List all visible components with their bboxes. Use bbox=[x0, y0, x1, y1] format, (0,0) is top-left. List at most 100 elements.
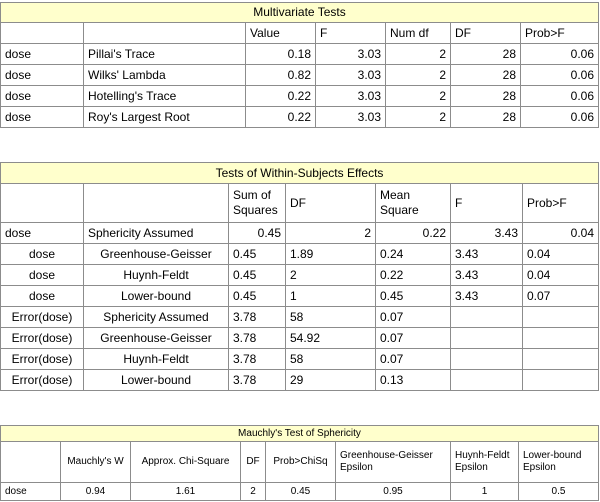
table-cell: 58 bbox=[285, 306, 376, 328]
column-header: DF bbox=[450, 22, 521, 44]
table-cell: 28 bbox=[450, 64, 521, 86]
table-cell: 0.45 bbox=[228, 243, 286, 265]
table-cell: 0.13 bbox=[375, 369, 451, 391]
table-cell: 1.61 bbox=[130, 482, 241, 501]
table-cell: Sphericity Assumed bbox=[83, 306, 229, 328]
table-cell: Error(dose) bbox=[0, 306, 84, 328]
table-cell: Pillai's Trace bbox=[83, 43, 246, 65]
table-cell bbox=[522, 348, 599, 370]
column-header: Sum of Squares bbox=[228, 183, 286, 223]
table-cell bbox=[522, 369, 599, 391]
table-cell: dose bbox=[0, 106, 84, 128]
table-cell bbox=[450, 348, 523, 370]
table-cell: 0.45 bbox=[228, 264, 286, 286]
table-cell: 3.43 bbox=[450, 222, 523, 244]
table-cell: 0.22 bbox=[245, 85, 316, 107]
table-cell: 2 bbox=[385, 106, 451, 128]
table-cell: 3.43 bbox=[450, 243, 523, 265]
table-cell: 28 bbox=[450, 43, 521, 65]
table-cell: Wilks' Lambda bbox=[83, 64, 246, 86]
table-cell: 3.43 bbox=[450, 285, 523, 307]
column-header: Mean Square bbox=[375, 183, 451, 223]
table-cell: 0.82 bbox=[245, 64, 316, 86]
table-cell bbox=[522, 327, 599, 349]
table-cell: dose bbox=[0, 85, 84, 107]
table-cell: 3.03 bbox=[315, 85, 386, 107]
column-header bbox=[0, 441, 61, 483]
table-cell: dose bbox=[0, 264, 84, 286]
column-header: Prob>ChiSq bbox=[265, 441, 336, 483]
table-cell bbox=[450, 306, 523, 328]
table-cell: 3.78 bbox=[228, 348, 286, 370]
table-title: Mauchly's Test of Sphericity bbox=[0, 425, 599, 442]
table-cell: 2 bbox=[285, 222, 376, 244]
table-cell: 3.43 bbox=[450, 264, 523, 286]
table-cell: 0.45 bbox=[228, 222, 286, 244]
table-cell bbox=[450, 369, 523, 391]
table-cell: Huynh-Feldt bbox=[83, 264, 229, 286]
table-cell: 0.07 bbox=[375, 348, 451, 370]
column-header: Greenhouse-Geisser Epsilon bbox=[335, 441, 451, 483]
table-cell: 0.07 bbox=[375, 327, 451, 349]
table-cell: 0.22 bbox=[375, 222, 451, 244]
table-cell: dose bbox=[0, 64, 84, 86]
column-header: F bbox=[315, 22, 386, 44]
table-cell: 58 bbox=[285, 348, 376, 370]
column-header: DF bbox=[240, 441, 266, 483]
table-cell: dose bbox=[0, 222, 84, 244]
table-cell: 0.04 bbox=[522, 243, 599, 265]
column-header bbox=[83, 22, 246, 44]
table-cell: Hotelling's Trace bbox=[83, 85, 246, 107]
table-cell: 2 bbox=[240, 482, 266, 501]
column-header bbox=[0, 22, 84, 44]
table-cell: 0.45 bbox=[228, 285, 286, 307]
table-cell: 0.04 bbox=[522, 222, 599, 244]
table-cell: 0.45 bbox=[265, 482, 336, 501]
column-header: Prob>F bbox=[520, 22, 599, 44]
table-cell: 0.95 bbox=[335, 482, 451, 501]
table-cell: 3.78 bbox=[228, 369, 286, 391]
table-cell: 0.94 bbox=[60, 482, 131, 501]
column-header: Value bbox=[245, 22, 316, 44]
column-header: Prob>F bbox=[522, 183, 599, 223]
table-cell: 0.04 bbox=[522, 264, 599, 286]
table-cell: 0.22 bbox=[375, 264, 451, 286]
table-title: Tests of Within-Subjects Effects bbox=[0, 162, 599, 184]
table-cell: Error(dose) bbox=[0, 348, 84, 370]
column-header: Huynh-Feldt Epsilon bbox=[450, 441, 519, 483]
column-header: DF bbox=[285, 183, 376, 223]
table-cell: 3.78 bbox=[228, 327, 286, 349]
table-cell: 3.03 bbox=[315, 43, 386, 65]
table-cell bbox=[450, 327, 523, 349]
column-header: Lower-bound Epsilon bbox=[518, 441, 599, 483]
table-cell: 1 bbox=[285, 285, 376, 307]
table-cell: 0.24 bbox=[375, 243, 451, 265]
table-cell: Error(dose) bbox=[0, 327, 84, 349]
table-cell: 0.06 bbox=[520, 106, 599, 128]
table-cell: 3.78 bbox=[228, 306, 286, 328]
table-cell: 29 bbox=[285, 369, 376, 391]
table-cell: Greenhouse-Geisser bbox=[83, 243, 229, 265]
table-cell: dose bbox=[0, 285, 84, 307]
table-cell: 3.03 bbox=[315, 64, 386, 86]
table-cell: 2 bbox=[385, 85, 451, 107]
table-cell: Lower-bound bbox=[83, 285, 229, 307]
table-cell: 2 bbox=[385, 43, 451, 65]
table-cell: Roy's Largest Root bbox=[83, 106, 246, 128]
table-cell: 0.06 bbox=[520, 64, 599, 86]
table-title: Multivariate Tests bbox=[0, 2, 599, 23]
column-header bbox=[83, 183, 229, 223]
column-header: F bbox=[450, 183, 523, 223]
table-cell: 28 bbox=[450, 106, 521, 128]
table-cell: 0.07 bbox=[522, 285, 599, 307]
table-cell: dose bbox=[0, 482, 61, 501]
table-cell: Huynh-Feldt bbox=[83, 348, 229, 370]
table-cell: 0.06 bbox=[520, 85, 599, 107]
table-cell: 1.89 bbox=[285, 243, 376, 265]
column-header: Num df bbox=[385, 22, 451, 44]
table-cell: 54.92 bbox=[285, 327, 376, 349]
table-cell: Lower-bound bbox=[83, 369, 229, 391]
table-cell: 0.07 bbox=[375, 306, 451, 328]
table-cell: Greenhouse-Geisser bbox=[83, 327, 229, 349]
